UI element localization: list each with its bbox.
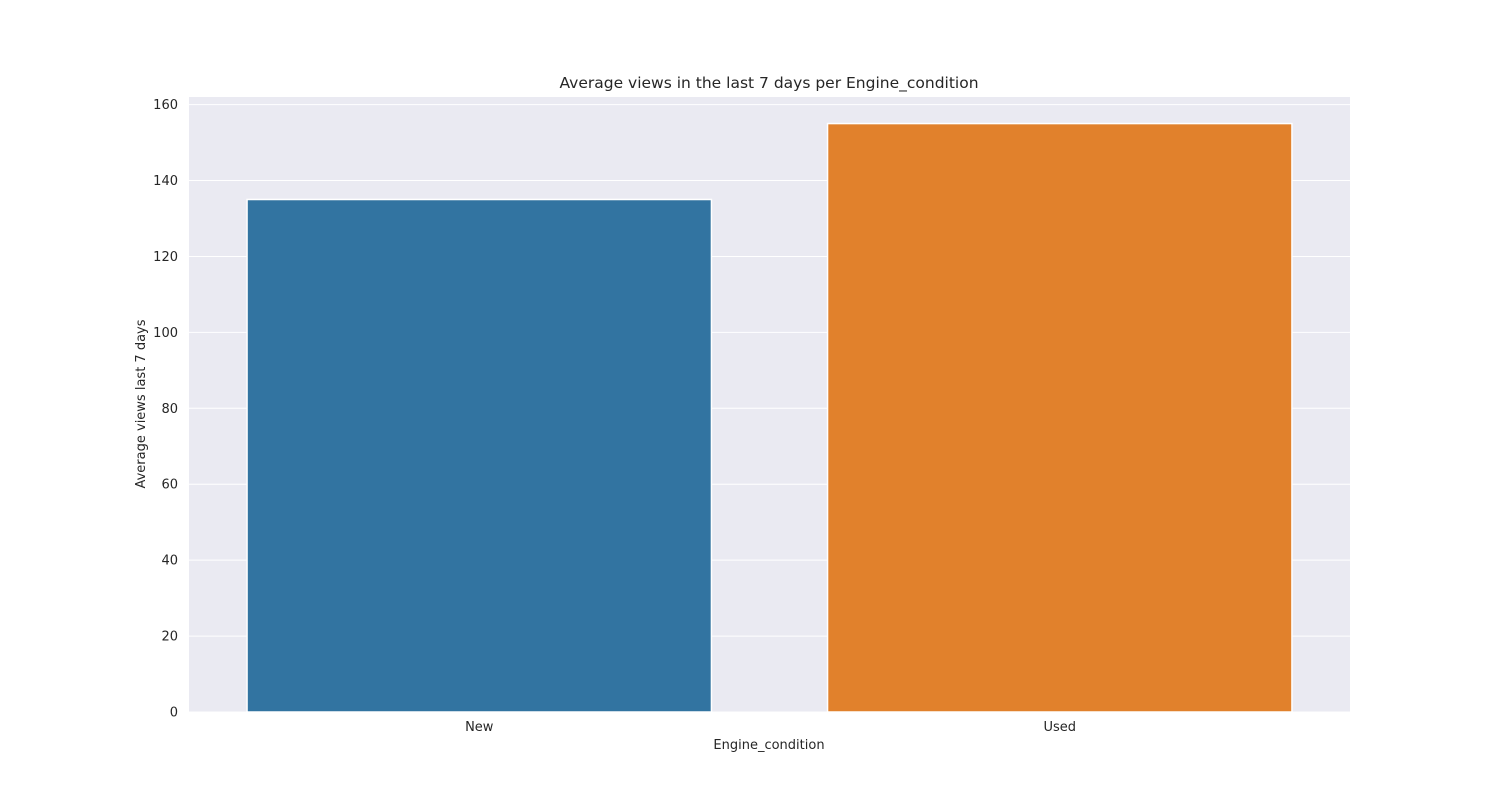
y-axis-label: Average views last 7 days [134,319,149,488]
y-tick-label: 0 [170,706,178,721]
bar-new [246,198,713,713]
bar-used [826,122,1293,713]
chart-title: Average views in the last 7 days per Eng… [559,74,978,93]
y-tick-label: 160 [153,98,178,113]
y-tick-labels: 0 20 40 60 80 100 120 140 160 [153,98,178,720]
x-tick-label: Used [1043,720,1076,735]
y-tick-label: 120 [153,250,178,265]
bars [246,122,1293,713]
y-tick-label: 80 [161,402,178,417]
y-tick-label: 100 [153,326,178,341]
x-axis-label: Engine_condition [713,738,824,753]
y-tick-label: 60 [161,478,178,493]
y-tick-label: 140 [153,174,178,189]
y-tick-label: 20 [161,630,178,645]
x-tick-labels: New Used [465,720,1076,735]
y-tick-label: 40 [161,554,178,569]
x-tick-label: New [465,720,494,735]
